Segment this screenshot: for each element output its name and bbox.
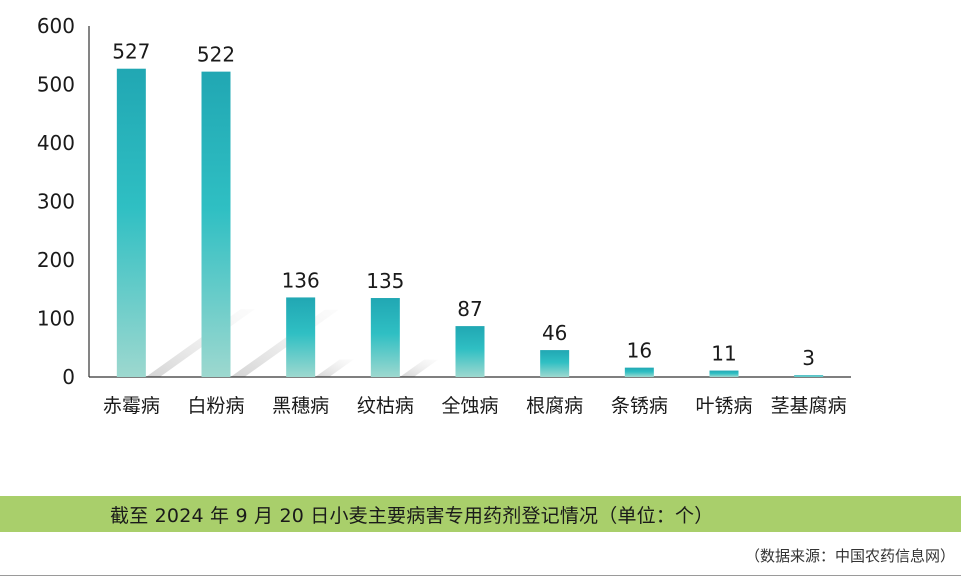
bottom-divider — [0, 575, 961, 576]
caption-bar: 截至 2024 年 9 月 20 日小麦主要病害专用药剂登记情况（单位：个） — [0, 496, 961, 532]
source-note: （数据来源：中国农药信息网） — [744, 547, 955, 565]
x-tick-label: 纹枯病 — [357, 395, 414, 417]
data-label: 3 — [802, 346, 815, 370]
x-tick-label: 根腐病 — [526, 395, 583, 417]
bar — [794, 375, 824, 377]
bar-shadow — [230, 309, 339, 377]
x-tick-label: 条锈病 — [611, 395, 668, 417]
data-label: 136 — [282, 268, 320, 292]
bar — [455, 326, 485, 377]
bar-shadow — [145, 309, 255, 377]
data-label: 16 — [627, 339, 652, 363]
y-tick-label: 100 — [37, 307, 75, 331]
bar — [540, 350, 570, 377]
y-tick-label: 200 — [37, 248, 75, 272]
x-tick-label: 全蚀病 — [441, 395, 498, 417]
y-tick-label: 600 — [37, 14, 75, 38]
bar-chart: 0 100 200 300 400 500 600 527 522 136 135 87 46 16 11… — [37, 14, 851, 417]
data-label: 46 — [542, 321, 567, 345]
bar-shadow — [315, 359, 354, 377]
data-label: 527 — [112, 40, 150, 64]
x-tick-label: 白粉病 — [187, 395, 244, 417]
x-tick-label: 茎基腐病 — [771, 395, 847, 417]
y-axis-ticks: 0 100 200 300 400 500 600 — [37, 14, 75, 389]
bar — [286, 297, 316, 377]
data-label: 522 — [197, 43, 235, 67]
bar — [624, 367, 654, 377]
x-tick-label: 黑穗病 — [272, 395, 329, 417]
bars — [116, 68, 824, 377]
data-label: 135 — [366, 269, 404, 293]
x-tick-label: 叶锈病 — [695, 395, 752, 417]
y-tick-label: 500 — [37, 73, 75, 97]
y-tick-label: 300 — [37, 190, 75, 214]
data-label: 87 — [457, 297, 482, 321]
bar — [709, 370, 739, 377]
bar — [201, 71, 231, 377]
data-label: 11 — [711, 342, 736, 366]
y-tick-label: 400 — [37, 131, 75, 155]
y-tick-label: 0 — [62, 365, 75, 389]
x-axis-ticks: 赤霉病 白粉病 黑穗病 纹枯病 全蚀病 根腐病 条锈病 叶锈病 茎基腐病 — [103, 395, 847, 417]
data-labels: 527 522 136 135 87 46 16 11 3 — [112, 40, 815, 371]
x-tick-label: 赤霉病 — [103, 395, 160, 417]
bar — [116, 68, 146, 377]
bar-shadow — [399, 359, 439, 377]
bar — [370, 298, 400, 377]
chart-caption: 截至 2024 年 9 月 20 日小麦主要病害专用药剂登记情况（单位：个） — [110, 504, 714, 527]
